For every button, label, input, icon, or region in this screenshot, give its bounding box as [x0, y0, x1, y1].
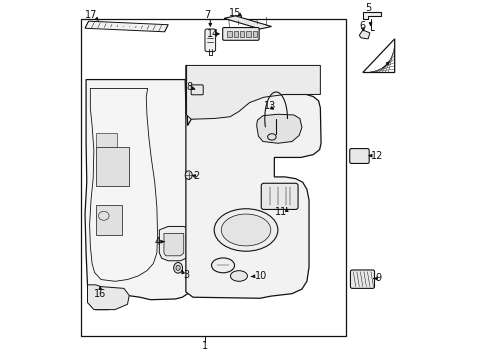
Ellipse shape	[185, 171, 192, 179]
FancyBboxPatch shape	[191, 85, 203, 95]
Ellipse shape	[176, 265, 180, 270]
Text: 16: 16	[94, 289, 106, 299]
Text: 12: 12	[370, 151, 382, 161]
Text: 9: 9	[375, 273, 381, 283]
Text: 7: 7	[204, 10, 211, 20]
Bar	[240, 31, 244, 37]
Polygon shape	[87, 285, 129, 310]
Polygon shape	[159, 226, 189, 261]
Polygon shape	[362, 12, 380, 19]
Ellipse shape	[267, 134, 275, 140]
Text: 2: 2	[193, 171, 199, 181]
Ellipse shape	[214, 209, 277, 251]
Text: 13: 13	[263, 101, 275, 111]
Text: 3: 3	[183, 270, 189, 280]
Polygon shape	[85, 80, 196, 310]
Text: 14: 14	[207, 29, 219, 39]
FancyBboxPatch shape	[222, 27, 258, 40]
Bar	[81, 19, 346, 336]
Bar	[252, 31, 257, 37]
Text: 10: 10	[255, 271, 267, 281]
Text: 5: 5	[364, 3, 370, 13]
FancyBboxPatch shape	[205, 29, 215, 52]
Text: 1: 1	[202, 341, 208, 351]
Text: 17: 17	[85, 10, 97, 20]
Polygon shape	[359, 30, 369, 39]
Polygon shape	[164, 233, 183, 256]
FancyBboxPatch shape	[349, 149, 368, 164]
Text: 6: 6	[359, 21, 364, 31]
Bar	[95, 147, 129, 186]
Polygon shape	[256, 114, 302, 143]
Bar	[246, 31, 250, 37]
Text: 4: 4	[154, 237, 161, 247]
Polygon shape	[186, 65, 320, 119]
Bar	[227, 31, 231, 37]
Ellipse shape	[211, 258, 234, 273]
FancyBboxPatch shape	[350, 270, 374, 288]
Text: 11: 11	[275, 207, 287, 217]
Ellipse shape	[230, 271, 247, 281]
Text: 8: 8	[185, 82, 192, 92]
Bar	[233, 31, 238, 37]
Text: 15: 15	[229, 8, 242, 18]
Bar	[95, 133, 117, 147]
Polygon shape	[185, 65, 320, 298]
FancyBboxPatch shape	[261, 183, 298, 210]
Ellipse shape	[221, 214, 270, 246]
Polygon shape	[85, 21, 168, 32]
Ellipse shape	[173, 262, 182, 273]
Polygon shape	[224, 16, 271, 29]
Bar	[95, 205, 122, 235]
Ellipse shape	[98, 211, 109, 220]
